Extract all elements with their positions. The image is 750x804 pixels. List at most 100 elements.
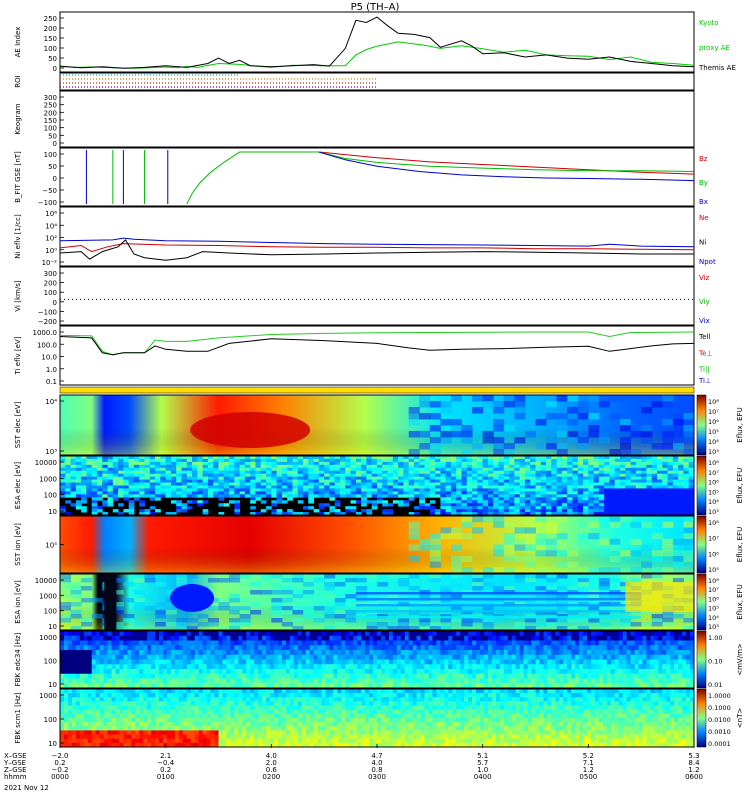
panel-fbk_e-cell — [666, 660, 670, 665]
panel-fbk_e-cell — [627, 655, 631, 660]
panel-esa_i-cell — [588, 618, 599, 623]
panel-sst_i-cell — [641, 562, 652, 568]
panel-esa_e-cell — [567, 456, 573, 459]
panel-fbk_e-cell — [100, 679, 104, 684]
panel-fbk_e-cell — [357, 674, 361, 679]
panel-esa_e-cell — [456, 503, 462, 506]
panel-fbk_e-cell — [432, 645, 436, 650]
panel-fbk_e-cell — [492, 655, 496, 660]
panel-fbk_e-cell — [508, 664, 512, 669]
panel-esa_e-cell — [588, 486, 594, 489]
panel-fbk_e-cell — [583, 674, 587, 679]
panel-esa_i-cell — [271, 582, 282, 587]
panel-esa_e-cell — [451, 468, 457, 471]
panel-esa_e-cell — [229, 477, 235, 480]
panel-esa_e-cell — [335, 503, 341, 506]
panel-fbk_e-cell — [436, 636, 440, 641]
panel-fbk_e-cell — [464, 679, 468, 684]
panel-esa_e-cell — [594, 456, 600, 459]
panel-esa_e-cell — [76, 480, 82, 483]
panel-esa_e-cell — [562, 506, 568, 509]
panel-fbk_e-cell — [456, 655, 460, 660]
panel-fbk_e-cell — [670, 669, 674, 674]
panel-fbk_e-cell — [112, 674, 116, 679]
panel-sst_e-cell — [462, 425, 473, 432]
panel-fbk_e-cell — [512, 636, 516, 641]
panel-fbk_e-cell — [448, 679, 452, 684]
panel-fbk_e-cell — [425, 645, 429, 650]
panel-esa_e-cell — [340, 486, 346, 489]
panel-esa_e-cell — [588, 483, 594, 486]
panel-esa_e-cell — [176, 509, 182, 512]
panel-esa_e-cell — [668, 462, 674, 465]
panel-fbk_e-cell — [393, 664, 397, 669]
panel-esa_e-cell — [287, 480, 293, 483]
panel-esa_e-cell — [599, 474, 605, 477]
panel-esa_e-cell — [366, 462, 372, 465]
panel-fbk_e-cell — [361, 641, 365, 646]
panel-sst_i-cell — [662, 550, 673, 556]
panel-fbk_e-cell — [349, 674, 353, 679]
panel-fbk_e-cell — [76, 679, 80, 684]
panel-esa_e-cell — [76, 494, 82, 497]
panel-esa_e-cell — [652, 474, 658, 477]
panel-esa_e-cell — [615, 494, 621, 497]
panel-fbk_e-cell — [183, 655, 187, 660]
panel-fbk_e-cell — [151, 679, 155, 684]
panel-fbk_e-cell — [242, 674, 246, 679]
panel-fbk_e-cell — [266, 674, 270, 679]
panel-esa_i-cell — [92, 598, 103, 603]
panel-fbk_e-cell — [365, 645, 369, 650]
panel-ti-ytick: 100.0 — [37, 341, 57, 349]
panel-fbk_e-cell — [555, 664, 559, 669]
panel-esa_e-cell — [234, 488, 240, 491]
panel-fbk_e-cell — [385, 679, 389, 684]
panel-fbk_e-cell — [536, 631, 540, 636]
panel-fbk_e-cell — [322, 669, 326, 674]
panel-fbk_e-cell — [80, 655, 84, 660]
panel-esa_e-cell — [234, 465, 240, 468]
panel-esa_i-cell — [292, 610, 303, 615]
panel-esa_e-cell — [673, 486, 679, 489]
panel-esa_e-cell — [646, 462, 652, 465]
panel-esa_e-cell — [636, 462, 642, 465]
panel-fbk_e-cell — [484, 631, 488, 636]
panel-fbk_b-cell — [127, 689, 131, 694]
panel-fbk_e-cell — [504, 641, 508, 646]
panel-esa_e-cell — [86, 483, 92, 486]
panel-esa_e-cell — [662, 480, 668, 483]
panel-fbk_e-cell — [310, 650, 314, 655]
panel-esa_e-cell — [340, 471, 346, 474]
panel-fbk_e-cell — [670, 679, 674, 684]
panel-fbk_e-cell — [119, 669, 123, 674]
panel-fbk_e-cell — [318, 655, 322, 660]
panel-esa_e-cell — [166, 488, 172, 491]
panel-esa_e-cell — [282, 468, 288, 471]
panel-fbk_e-cell — [464, 641, 468, 646]
panel-bfit-legend: By — [699, 179, 708, 187]
panel-fbk_e-cell — [187, 645, 191, 650]
panel-esa_e-cell — [287, 471, 293, 474]
panel-esa_e-cell — [319, 474, 325, 477]
panel-esa_e-cell — [673, 497, 679, 500]
panel-fbk_e-cell — [357, 679, 361, 684]
panel-esa_e-cell — [551, 480, 557, 483]
panel-fbk_e-cell — [282, 664, 286, 669]
panel-esa_e-cell — [123, 465, 129, 468]
panel-fbk_e-ytick: 1000 — [39, 634, 57, 642]
panel-fbk_e-cell — [682, 641, 686, 646]
panel-esa_e-cell — [240, 465, 246, 468]
panel-sst_i-cell — [472, 516, 483, 522]
panel-fbk_e-cell — [226, 660, 230, 665]
panel-esa_e-cell — [150, 465, 156, 468]
panel-esa_e-cell — [123, 468, 129, 471]
panel-esa_e-cell — [499, 480, 505, 483]
panel-esa_e-cell — [636, 480, 642, 483]
panel-esa_e-cell — [562, 459, 568, 462]
panel-fbk_e-cell — [488, 636, 492, 641]
panel-esa_e-cell — [356, 491, 362, 494]
panel-fbk_e-cell — [639, 669, 643, 674]
panel-fbk_e-cell — [480, 636, 484, 641]
panel-esa_e-cell — [113, 497, 119, 500]
panel-esa_e-cell — [546, 480, 552, 483]
